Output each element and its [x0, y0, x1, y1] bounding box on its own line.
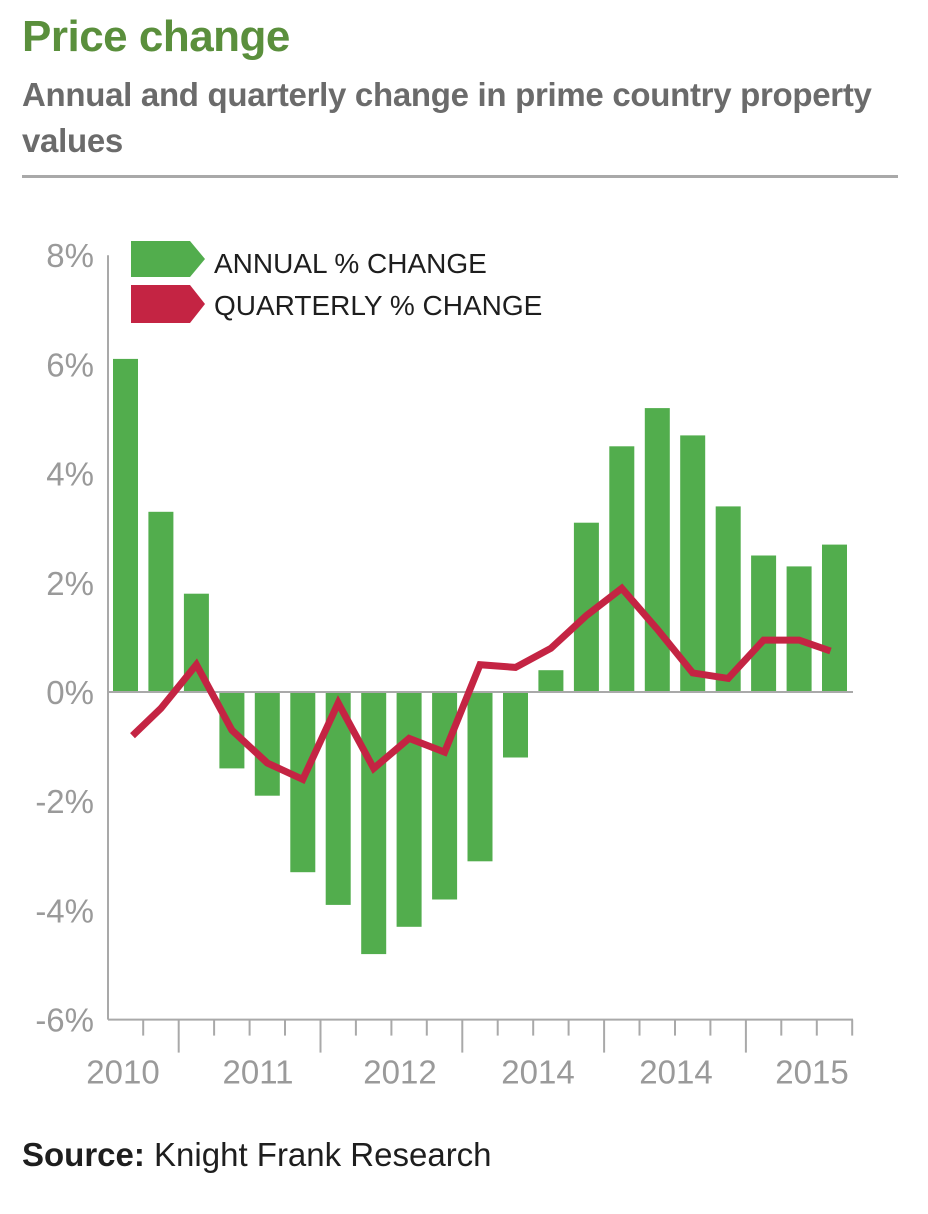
- annual-bar: [680, 435, 706, 692]
- annual-bar: [822, 544, 847, 692]
- quarterly-line-group: [130, 583, 832, 785]
- axes: [107, 255, 853, 1021]
- legend-swatch-quarterly: [131, 285, 205, 323]
- chart-subtitle: Annual and quarterly change in prime cou…: [22, 76, 872, 159]
- annual-bar: [361, 692, 387, 955]
- annual-bar: [751, 555, 777, 692]
- annual-bar: [538, 670, 564, 692]
- annual-bar: [396, 692, 422, 927]
- annual-bar: [715, 506, 741, 692]
- x-year-label: 2012: [363, 1054, 436, 1091]
- source-text: Knight Frank Research: [154, 1136, 492, 1173]
- annual-bar: [644, 408, 670, 692]
- annual-bar: [609, 446, 635, 692]
- y-tick-label: 8%: [46, 237, 94, 274]
- chart-title: Price change: [22, 12, 290, 61]
- x-year-label: 2010: [86, 1054, 159, 1091]
- source-label: Source:: [22, 1136, 145, 1173]
- x-year-label: 2014: [639, 1054, 712, 1091]
- x-ticks: [142, 1019, 854, 1053]
- bars: [113, 358, 847, 955]
- source-note: Source: Knight Frank Research: [22, 1136, 492, 1174]
- x-axis-labels: 2010 2011 2012 2014 2014 2015: [86, 1054, 848, 1091]
- annual-bar: [503, 692, 528, 758]
- annual-bar: [467, 692, 493, 862]
- y-tick-label: 6%: [46, 346, 94, 383]
- annual-bar: [113, 358, 138, 692]
- annual-bar: [254, 692, 280, 796]
- y-tick-label: -6%: [35, 1002, 94, 1039]
- y-tick-label: -4%: [35, 892, 94, 929]
- y-axis-labels: 8% 6% 4% 2% 0% -2% -4% -6%: [35, 237, 94, 1038]
- legend-label-annual: ANNUAL % CHANGE: [214, 248, 487, 279]
- y-tick-label: 2%: [46, 565, 94, 602]
- annual-bar: [148, 511, 174, 692]
- legend-label-quarterly: QUARTERLY % CHANGE: [214, 290, 542, 321]
- x-year-label: 2014: [501, 1054, 574, 1091]
- x-year-label: 2011: [223, 1054, 294, 1091]
- annual-bar: [786, 566, 812, 692]
- y-tick-label: 0%: [46, 674, 94, 711]
- y-tick-label: -2%: [35, 783, 94, 820]
- legend-swatch-annual: [131, 241, 205, 277]
- legend: ANNUAL % CHANGE QUARTERLY % CHANGE: [131, 241, 542, 323]
- y-tick-label: 4%: [46, 456, 94, 493]
- header-divider: [22, 175, 898, 178]
- x-year-label: 2015: [775, 1054, 848, 1091]
